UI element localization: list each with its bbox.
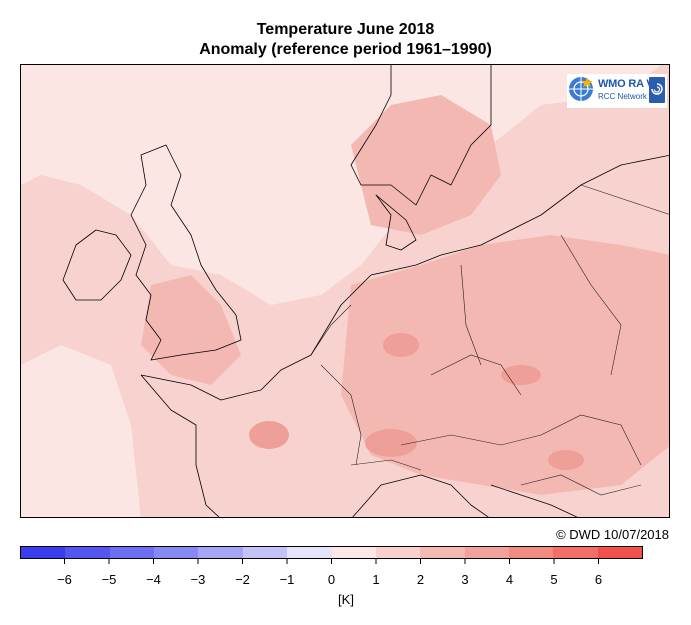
colorbar-tick-label: −5	[101, 572, 117, 587]
border-hungary	[540, 414, 642, 466]
colorbar-swatch	[464, 547, 509, 558]
anomaly-region-0-1	[21, 65, 661, 305]
anomaly-spot-3-4-germany	[383, 333, 419, 357]
anomaly-region-2-3-central	[341, 235, 669, 495]
border-baltic	[580, 184, 669, 215]
colorbar-tick-label: 1	[372, 572, 380, 587]
colorbar-swatch	[597, 547, 643, 558]
anomaly-spot-3-4-alps	[365, 429, 417, 457]
colorbar-swatch	[287, 547, 332, 558]
coastline-mainland	[140, 154, 669, 401]
colorbar-tick-label: −1	[279, 572, 295, 587]
border-austria	[400, 434, 542, 446]
coastline-adriatic	[490, 484, 578, 517]
border-france-germany	[320, 364, 362, 466]
border-germany-czech	[430, 354, 522, 396]
colorbar-swatch	[331, 547, 376, 558]
dwd-logo-icon	[649, 77, 665, 103]
colorbar-tick-label: 4	[505, 572, 514, 587]
chart-subtitle: Anomaly (reference period 1961–1990)	[199, 41, 492, 58]
border-germany-poland	[460, 264, 482, 366]
credit-text: © DWD 10/07/2018	[556, 527, 669, 542]
colorbar-tick-label: 3	[461, 572, 469, 587]
colorbar-swatch	[154, 547, 199, 558]
colorbar-swatch	[198, 547, 243, 558]
colorbar-tick-label: 6	[594, 572, 603, 587]
anomaly-region-0-1-north	[271, 65, 411, 155]
colorbar-swatch	[508, 547, 554, 558]
coastline-great-britain	[130, 144, 242, 361]
wmo-logo: WMO RA VI RCC Network	[567, 74, 667, 108]
logo-subtitle: RCC Network	[598, 92, 647, 101]
anomaly-spot-3-4-balkan	[548, 450, 584, 470]
colorbar-swatch	[65, 547, 110, 558]
colorbar-tick-label: −4	[146, 572, 161, 587]
colorbar-swatch	[21, 547, 66, 558]
colorbar-tick-label: 5	[550, 572, 558, 587]
border-balkans	[520, 474, 642, 496]
coastlines	[62, 65, 669, 517]
coastline-scandinavia	[350, 65, 492, 206]
colorbar-swatch	[375, 547, 421, 558]
colorbar-tick-label: 2	[416, 572, 425, 587]
anomaly-region-2-3-scandinavia	[351, 95, 501, 235]
colorbar-swatch	[242, 547, 288, 558]
colorbar-tick-label: −2	[235, 572, 250, 587]
anomaly-map	[20, 64, 670, 518]
coastline-italy	[352, 474, 489, 517]
colorbar-tick-label: 0	[327, 572, 336, 587]
border-switzerland	[350, 459, 422, 471]
logo-title: WMO RA VI	[598, 78, 657, 90]
anomaly-spot-3-4-france	[249, 421, 289, 449]
colorbar-tick-label: −6	[57, 572, 72, 587]
colorbar-swatch	[420, 547, 465, 558]
coastline-denmark	[375, 194, 417, 251]
anomaly-spot-3-4-czech	[501, 365, 541, 385]
border-poland-east	[560, 234, 622, 376]
colorbar-ticks	[64, 559, 599, 564]
coastline-france-west	[140, 374, 220, 517]
colorbar-swatch	[553, 547, 598, 558]
colorbar-tick-label: −3	[190, 572, 206, 587]
colorbar-unit: [K]	[338, 592, 354, 607]
coastline-ireland	[62, 229, 132, 301]
borders	[310, 184, 669, 496]
anomaly-region-0-1-west	[21, 345, 141, 517]
border-benelux	[310, 304, 352, 356]
chart-title: Temperature June 2018	[256, 21, 435, 38]
un-globe-icon	[569, 77, 593, 101]
colorbar	[20, 546, 643, 559]
colorbar-swatch	[109, 547, 155, 558]
